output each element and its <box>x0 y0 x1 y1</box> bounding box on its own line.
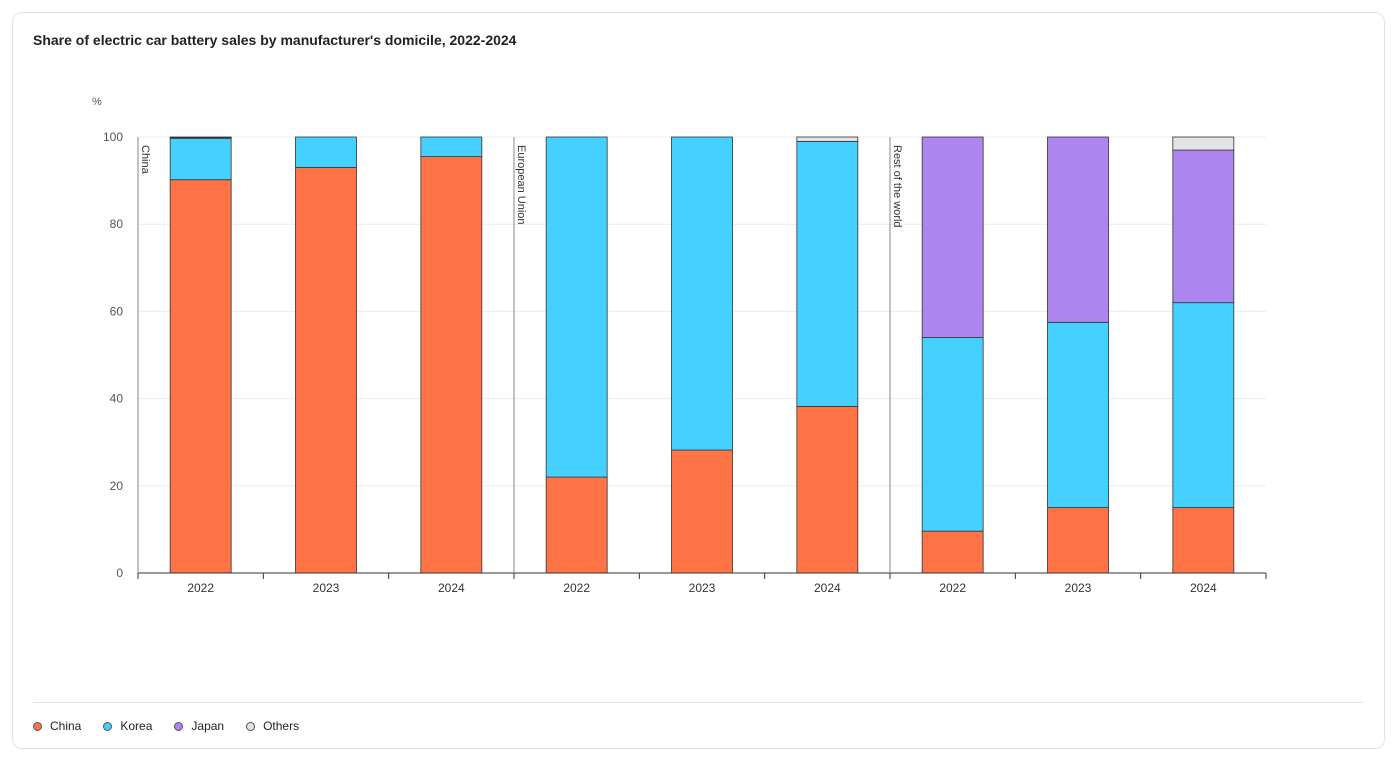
bar-segment-china <box>295 167 357 574</box>
legend-item-china[interactable]: China <box>33 719 81 733</box>
legend-swatch-korea <box>103 721 113 731</box>
bar-segment-korea <box>1047 321 1109 508</box>
y-tick-label: 80 <box>110 217 124 231</box>
legend-swatch-china <box>33 721 42 731</box>
bar-segment-china <box>1172 507 1235 574</box>
y-tick-label: 60 <box>110 304 124 318</box>
legend-divider <box>33 702 1364 703</box>
legend-swatch-others <box>246 721 256 731</box>
bar-segment-china <box>420 156 483 574</box>
x-tick-label: 2023 <box>313 581 340 595</box>
x-tick-label: 2024 <box>1190 581 1217 595</box>
y-axis-unit-label: % <box>92 96 102 108</box>
bar-segment-korea <box>796 140 859 407</box>
x-tick-label: 2024 <box>438 581 465 595</box>
bar-segment-others <box>796 136 859 142</box>
x-tick-label: 2023 <box>689 581 716 595</box>
stacked-bar-chart: % 0 20 40 60 80 100 2022 2023 2024 2022 2023 2024 202… <box>92 96 1267 595</box>
y-tick-label: 40 <box>110 392 124 406</box>
x-tick-label: 2024 <box>814 581 841 595</box>
bar-segment-korea <box>545 136 608 478</box>
legend-label-japan: Japan <box>191 719 225 733</box>
x-tick-label: 2022 <box>939 581 966 595</box>
bar-segment-china <box>1047 507 1109 574</box>
y-tick-label: 20 <box>110 479 124 493</box>
bar-segment-japan <box>1172 149 1235 304</box>
bar-segment-korea <box>169 137 232 181</box>
bar-segment-japan <box>1047 136 1109 323</box>
group-label: European Union <box>515 145 527 225</box>
legend-item-korea[interactable]: Korea <box>103 719 152 733</box>
bar-segment-china <box>921 530 984 574</box>
y-tick-label: 100 <box>103 130 123 144</box>
chart-title: Share of electric car battery sales by m… <box>33 32 517 48</box>
group-label: Rest of the world <box>891 145 903 228</box>
bar-segment-korea <box>295 136 357 168</box>
y-tick-label: 0 <box>116 566 123 580</box>
legend-label-korea: Korea <box>120 719 153 733</box>
x-tick-label: 2022 <box>563 581 590 595</box>
bar-segment-china <box>545 476 608 574</box>
bar-segment-others <box>1172 136 1235 151</box>
x-tick-label: 2023 <box>1065 581 1092 595</box>
bar-segment-japan <box>921 136 984 338</box>
bar-segment-korea <box>921 337 984 532</box>
bar-segment-china <box>169 179 232 574</box>
bar-segment-china <box>796 406 859 574</box>
group-label: China <box>139 145 151 175</box>
bar-segment-china <box>671 449 733 574</box>
legend: China Korea Japan Others <box>33 719 299 733</box>
bar-segment-korea <box>671 136 733 451</box>
bar-segment-korea <box>1172 302 1235 508</box>
legend-item-japan[interactable]: Japan <box>174 719 224 733</box>
legend-swatch-japan <box>174 721 184 731</box>
legend-label-china: China <box>50 719 82 733</box>
legend-label-others: Others <box>263 719 300 733</box>
bar-segment-korea <box>420 136 483 158</box>
x-tick-label: 2022 <box>187 581 214 595</box>
legend-item-others[interactable]: Others <box>246 719 299 733</box>
